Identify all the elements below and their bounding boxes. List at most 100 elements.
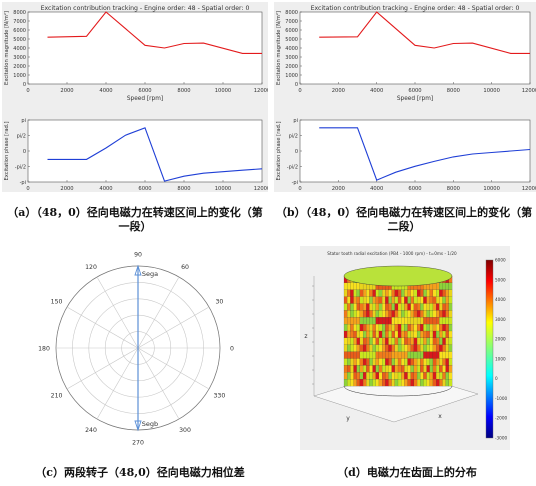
surface-cell: [410, 358, 415, 366]
surface-cell: [378, 324, 383, 332]
surface-cell: [413, 317, 418, 325]
surface-cell: [375, 351, 380, 359]
surface-cell: [353, 351, 357, 359]
surface-cell: [401, 337, 405, 345]
surface-cell: [420, 296, 424, 304]
surface-cell: [429, 358, 434, 366]
surface-cell: [359, 310, 364, 318]
surface-cell: [432, 344, 437, 352]
surface-cell: [347, 365, 351, 373]
surface-cell: [362, 379, 367, 387]
surface-cell: [423, 324, 427, 332]
surface-cell: [369, 365, 373, 373]
surface-cell: [353, 379, 357, 387]
surface-cell: [445, 317, 450, 325]
surface-cell: [362, 372, 367, 380]
surface-cell: [426, 310, 430, 318]
y-tick-label: 0: [23, 149, 26, 155]
x-tick-label: 10000: [483, 186, 500, 192]
surface-cell: [369, 372, 373, 380]
surface-cell: [397, 310, 402, 318]
surface-cell: [410, 344, 415, 352]
surface-cell: [378, 296, 383, 304]
surface-cell: [359, 282, 364, 290]
surface-cell: [401, 296, 405, 304]
surface-cell: [448, 358, 453, 366]
surface-cell: [385, 310, 389, 318]
surface-cell: [397, 344, 402, 352]
x-tick-label: 4000: [370, 88, 383, 94]
surface-cell: [347, 351, 351, 359]
surface-cell: [436, 379, 440, 387]
surface-cell: [410, 351, 415, 359]
surface-cell: [359, 358, 364, 366]
surface-cell: [356, 310, 361, 318]
surface-cell: [362, 330, 367, 339]
surface-cell: [423, 358, 427, 366]
surface-cell: [439, 310, 443, 318]
surface-cell: [353, 344, 357, 352]
polar-spoke: [96, 347, 139, 420]
surface-cell: [404, 358, 408, 366]
surface-cell: [353, 317, 357, 325]
surface-cell: [436, 282, 440, 290]
surface-cell: [366, 344, 370, 352]
y-tick-label: pi/2: [17, 134, 26, 140]
caption-b: （b）（48，0）径向电磁力在转速区间上的变化（第二段）: [275, 206, 533, 233]
surface-cell: [423, 344, 427, 352]
surface-cell: [426, 317, 430, 325]
surface-cell: [423, 303, 427, 311]
surface-cell: [347, 296, 351, 304]
surface-cell: [369, 289, 373, 297]
surface-cell: [353, 303, 357, 311]
surface-cell: [448, 324, 453, 332]
surface-cell: [448, 344, 453, 352]
surface-cell: [347, 379, 351, 387]
y-tick-label: -pi: [20, 180, 26, 186]
surface-cell: [372, 317, 376, 325]
surface-cell: [385, 337, 389, 345]
surface-cell: [401, 303, 405, 311]
surface-cell: [391, 358, 396, 366]
surface-cell: [353, 310, 357, 318]
surface-cell: [420, 330, 424, 339]
surface-cell: [375, 324, 380, 332]
x-axis-label: x: [438, 413, 442, 420]
surface-cell: [362, 351, 367, 359]
surface-cell: [420, 324, 424, 332]
polar-spoke: [66, 306, 139, 349]
y-tick-label: 0: [23, 82, 26, 88]
surface-cell: [423, 296, 427, 304]
surface-cell: [388, 289, 392, 297]
chart-title: Excitation contribution tracking - Engin…: [311, 5, 520, 12]
z-axis-label: z: [304, 333, 307, 340]
surface-cell: [362, 365, 367, 373]
surface-cell: [407, 289, 411, 297]
surface-cell: [385, 344, 389, 352]
surface-cell: [362, 289, 367, 297]
surface-cell: [388, 358, 392, 366]
surface-cell: [388, 379, 392, 387]
surface-cell: [372, 330, 376, 339]
surface-cell: [397, 379, 402, 387]
surface-cell: [413, 365, 418, 373]
surface-cell: [369, 330, 373, 339]
surface-cell: [420, 317, 424, 325]
x-axis-label: Speed [rpm]: [127, 96, 163, 102]
y-tick-label: 5000: [13, 37, 26, 43]
angle-tick-label: 240: [85, 427, 97, 434]
surface-cell: [429, 330, 434, 339]
colorbar-tick-label: 3000: [495, 317, 506, 322]
surface-cell: [432, 296, 437, 304]
surface-cell: [426, 351, 430, 359]
surface-cell: [350, 379, 354, 387]
surface-cell: [416, 289, 421, 297]
surface-cell: [439, 358, 443, 366]
plot-area: [299, 11, 531, 85]
surface-cell: [420, 358, 424, 366]
angle-tick-label: 150: [51, 299, 63, 306]
surface-cell: [366, 365, 370, 373]
surface-cell: [382, 310, 386, 318]
y-tick-label: 8000: [13, 10, 26, 16]
x-tick-label: 6000: [408, 186, 421, 192]
